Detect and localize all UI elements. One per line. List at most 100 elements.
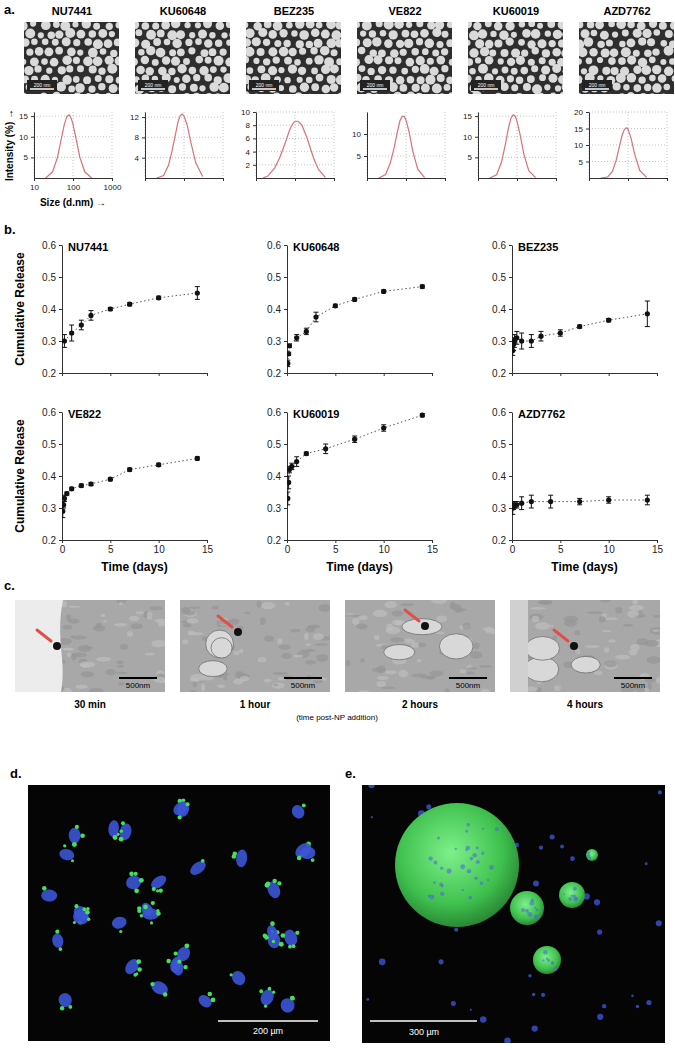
tick: 0.5 [492, 439, 512, 450]
nucleus [550, 834, 555, 839]
cell-texture [264, 679, 272, 683]
particle-texture [146, 30, 156, 40]
cell-texture [360, 658, 365, 663]
tick: 10 [19, 133, 34, 142]
nanoparticle-signal [87, 918, 90, 921]
nucleus [437, 837, 440, 840]
particle-texture [489, 49, 496, 56]
cell-texture [127, 631, 133, 637]
tick-label: 0.2 [267, 368, 281, 379]
cell-texture [462, 623, 470, 630]
nanoparticle-signal [259, 989, 263, 993]
nucleus [282, 928, 300, 948]
y-axis-label: Cumulative Release [13, 419, 27, 533]
scale-bar [141, 88, 165, 90]
cell-texture [291, 629, 301, 633]
tick: 10 [30, 178, 39, 192]
y-axis: 0.20.30.40.50.6 [267, 407, 287, 546]
particle-texture [214, 93, 221, 94]
tick: 0.2 [267, 535, 287, 546]
particle-texture [330, 64, 339, 73]
tick: 0.6 [267, 240, 287, 251]
tick: 0 [510, 540, 516, 555]
particle-texture [373, 55, 382, 64]
particle-texture [468, 58, 473, 66]
particle-texture [416, 38, 423, 45]
tick-mark [556, 178, 557, 181]
tick [445, 178, 446, 181]
cell-texture [120, 644, 128, 650]
tick: 5 [108, 540, 114, 555]
nanoparticle-signal [270, 921, 275, 926]
tick-label: 0.2 [492, 535, 506, 546]
cell-texture [398, 670, 408, 678]
particle-texture [633, 29, 642, 38]
nanoparticle-signal [264, 1005, 267, 1008]
cell-texture [530, 607, 546, 610]
tick: 15 [574, 125, 589, 134]
particle-texture [638, 37, 646, 45]
particle-texture [622, 29, 629, 36]
error-bar [606, 497, 611, 503]
particle-texture [581, 29, 590, 38]
particle-texture [468, 93, 470, 94]
particle-texture [273, 56, 280, 63]
data-point [519, 338, 524, 343]
tick-mark [334, 178, 335, 181]
particle-texture [31, 39, 38, 46]
chart: 51015 [463, 112, 556, 181]
cell-texture [587, 611, 603, 614]
cell-texture [585, 645, 600, 648]
particle-texture [88, 85, 95, 92]
particle-texture [448, 92, 452, 94]
grid-line [145, 112, 146, 178]
cell-texture [260, 602, 275, 609]
tick-mark [432, 540, 433, 543]
chart: 0510150.20.30.40.50.6AZD7762Time (days) [492, 407, 663, 574]
particle-texture [579, 58, 582, 65]
particle-texture [523, 83, 531, 91]
tick: 0.2 [492, 535, 512, 546]
x-axis [63, 373, 208, 376]
error-bar [314, 312, 319, 322]
particle-texture [607, 94, 615, 95]
tick-label: 10 [604, 544, 616, 555]
particle-texture [152, 93, 159, 94]
particle-texture [300, 83, 309, 92]
particle-texture [25, 29, 35, 39]
particle-texture [93, 57, 103, 67]
particle-texture [314, 55, 323, 64]
tick: 0.4 [492, 471, 512, 482]
particle-texture [306, 41, 313, 48]
particle-texture [627, 56, 636, 65]
particle-texture [115, 57, 119, 66]
image-background [15, 600, 165, 692]
tick-label: 0.6 [42, 240, 56, 251]
nucleus [371, 816, 373, 818]
error-bar [548, 495, 553, 508]
nucleus [656, 920, 662, 926]
nanoparticle-signal [232, 854, 237, 859]
grid [34, 112, 112, 178]
nucleus [594, 899, 600, 905]
scale-bar [119, 677, 157, 679]
axis-line [256, 113, 257, 179]
tick-label: 0.6 [492, 407, 506, 418]
nanoparticle-signal [311, 858, 315, 862]
particle-texture [268, 30, 277, 39]
tick-mark [223, 178, 224, 181]
particle-texture [548, 74, 557, 83]
nucleus [124, 874, 142, 891]
particle-texture [107, 64, 117, 74]
nucleus [455, 848, 457, 850]
particle-texture [182, 74, 191, 83]
tick-mark [509, 508, 512, 509]
cell-texture [604, 660, 617, 667]
particle-texture [395, 57, 402, 64]
grid-line [367, 134, 445, 135]
nucleus [474, 876, 477, 879]
error-bar [64, 492, 69, 495]
tick: 2 [246, 161, 256, 170]
error-bar [529, 495, 534, 508]
tick-mark [59, 245, 62, 246]
